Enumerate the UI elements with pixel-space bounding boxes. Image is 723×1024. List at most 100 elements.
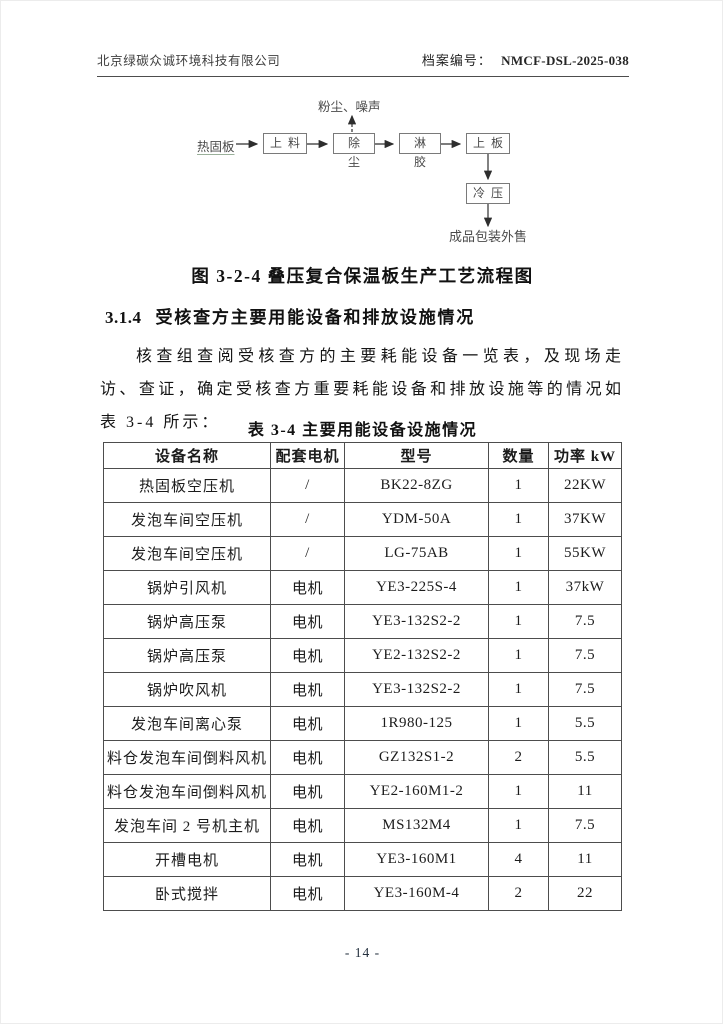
- table-cell: YE3-160M1: [344, 842, 489, 877]
- table-cell: 1: [488, 706, 549, 741]
- table-cell: 电机: [270, 706, 345, 741]
- table-cell: 锅炉吹风机: [103, 672, 271, 707]
- section-number: 3.1.4: [105, 308, 142, 327]
- table-cell: 1: [488, 808, 549, 843]
- table-row: 卧式搅拌 电机 YE3-160M-4 2 22: [103, 876, 622, 911]
- table-cell: 5.5: [548, 706, 622, 741]
- table-cell: 锅炉高压泵: [103, 604, 271, 639]
- table-row: 热固板空压机 / BK22-8ZG 1 22KW: [103, 468, 622, 503]
- body-paragraph: 核查组查阅受核查方的主要耗能设备一览表，及现场走访、查证，确定受核查方重要耗能设…: [100, 348, 624, 431]
- table-cell: 1: [488, 604, 549, 639]
- table-cell: 电机: [270, 638, 345, 673]
- table-cell: 7.5: [548, 638, 622, 673]
- table-row: 开槽电机 电机 YE3-160M1 4 11: [103, 842, 622, 877]
- table-cell: 7.5: [548, 672, 622, 707]
- table-cell: 热固板空压机: [103, 468, 271, 503]
- table-cell: 1: [488, 774, 549, 809]
- section-heading: 3.1.4 受核查方主要用能设备和排放设施情况: [105, 303, 635, 328]
- table-cell: MS132M4: [344, 808, 489, 843]
- table-row: 料仓发泡车间倒料风机 电机 GZ132S1-2 2 5.5: [103, 740, 622, 775]
- equipment-table: 设备名称 配套电机 型号 数量 功率 kW 热固板空压机 / BK22-8ZG 1 22KW 发泡…: [103, 442, 622, 911]
- table-cell: 电机: [270, 774, 345, 809]
- flow-step-box-cold-press: 冷压: [466, 183, 510, 204]
- page-header: 北京绿碳众诚环境科技有限公司 档案编号： NMCF-DSL-2025-038: [97, 50, 629, 77]
- table-header-row: 设备名称 配套电机 型号 数量 功率 kW: [103, 442, 622, 469]
- process-flow-diagram: 粉尘、噪声 热固板 上料 除尘 淋胶 上板 冷压 成品包装外售: [96, 96, 631, 248]
- table-row: 发泡车间离心泵 电机 1R980-125 1 5.5: [103, 706, 622, 741]
- table-cell: 发泡车间离心泵: [103, 706, 271, 741]
- table-cell: 电机: [270, 740, 345, 775]
- table-cell: 电机: [270, 876, 345, 911]
- table-cell: 37kW: [548, 570, 622, 605]
- table-header-cell: 功率 kW: [548, 442, 622, 469]
- table-row: 锅炉高压泵 电机 YE3-132S2-2 1 7.5: [103, 604, 622, 639]
- flow-step-box-boarding: 上板: [466, 133, 510, 154]
- table-row: 发泡车间空压机 / LG-75AB 1 55KW: [103, 536, 622, 571]
- table-cell: 2: [488, 740, 549, 775]
- table-caption: 表 3-4 主要用能设备设施情况: [247, 422, 478, 439]
- table-row: 发泡车间空压机 / YDM-50A 1 37KW: [103, 502, 622, 537]
- page-number: - 14 -: [344, 945, 381, 960]
- table-cell: BK22-8ZG: [344, 468, 489, 503]
- table-cell: 1: [488, 502, 549, 537]
- table-cell: 发泡车间空压机: [103, 502, 271, 537]
- archive-number-block: 档案编号： NMCF-DSL-2025-038: [422, 50, 629, 69]
- table-cell: 电机: [270, 570, 345, 605]
- table-header-cell: 数量: [488, 442, 549, 469]
- archive-number: NMCF-DSL-2025-038: [501, 53, 629, 68]
- table-header-cell: 设备名称: [103, 442, 271, 469]
- table-cell: /: [270, 468, 345, 503]
- flow-arrows: [236, 114, 493, 228]
- table-cell: 22: [548, 876, 622, 911]
- company-name: 北京绿碳众诚环境科技有限公司: [97, 54, 281, 68]
- table-cell: 4: [488, 842, 549, 877]
- table-cell: 5.5: [548, 740, 622, 775]
- table-cell: YE2-160M1-2: [344, 774, 489, 809]
- section-title: 受核查方主要用能设备和排放设施情况: [155, 308, 476, 327]
- table-cell: 开槽电机: [103, 842, 271, 877]
- table-cell: 发泡车间 2 号机主机: [103, 808, 271, 843]
- table-row: 锅炉吹风机 电机 YE3-132S2-2 1 7.5: [103, 672, 622, 707]
- figure-caption: 图 3-2-4 叠压复合保温板生产工艺流程图: [191, 266, 534, 286]
- table-cell: YE3-132S2-2: [344, 604, 489, 639]
- table-cell: YE3-225S-4: [344, 570, 489, 605]
- table-cell: 电机: [270, 672, 345, 707]
- table-cell: 电机: [270, 808, 345, 843]
- table-cell: YE3-160M-4: [344, 876, 489, 911]
- flow-step-box-feeding: 上料: [263, 133, 307, 154]
- flow-step-box-dedusting: 除尘: [333, 133, 375, 169]
- table-cell: LG-75AB: [344, 536, 489, 571]
- table-cell: 55KW: [548, 536, 622, 571]
- table-head: 设备名称 配套电机 型号 数量 功率 kW: [103, 442, 622, 469]
- table-cell: 22KW: [548, 468, 622, 503]
- table-cell: 电机: [270, 604, 345, 639]
- table-cell: /: [270, 502, 345, 537]
- table-cell: 料仓发泡车间倒料风机: [103, 740, 271, 775]
- table-cell: GZ132S1-2: [344, 740, 489, 775]
- table-cell: 7.5: [548, 604, 622, 639]
- table-row: 锅炉引风机 电机 YE3-225S-4 1 37kW: [103, 570, 622, 605]
- table-cell: 2: [488, 876, 549, 911]
- emission-label: 粉尘、噪声: [318, 100, 381, 114]
- table-cell: YDM-50A: [344, 502, 489, 537]
- archive-label: 档案编号：: [421, 53, 492, 68]
- table-cell: 料仓发泡车间倒料风机: [103, 774, 271, 809]
- table-cell: 发泡车间空压机: [103, 536, 271, 571]
- equipment-table-wrap: 设备名称 配套电机 型号 数量 功率 kW 热固板空压机 / BK22-8ZG 1 22KW 发泡…: [103, 442, 622, 911]
- table-cell: YE3-132S2-2: [344, 672, 489, 707]
- table-cell: YE2-132S2-2: [344, 638, 489, 673]
- flow-step-box-gluing: 淋胶: [399, 133, 441, 169]
- table-cell: 1: [488, 468, 549, 503]
- table-cell: 1: [488, 672, 549, 707]
- table-row: 发泡车间 2 号机主机 电机 MS132M4 1 7.5: [103, 808, 622, 843]
- table-cell: 1R980-125: [344, 706, 489, 741]
- table-cell: /: [270, 536, 345, 571]
- table-row: 锅炉高压泵 电机 YE2-132S2-2 1 7.5: [103, 638, 622, 673]
- table-cell: 1: [488, 638, 549, 673]
- table-header-cell: 配套电机: [270, 442, 345, 469]
- flow-output-label: 成品包装外售: [449, 229, 528, 244]
- table-cell: 11: [548, 842, 622, 877]
- table-cell: 1: [488, 536, 549, 571]
- table-cell: 37KW: [548, 502, 622, 537]
